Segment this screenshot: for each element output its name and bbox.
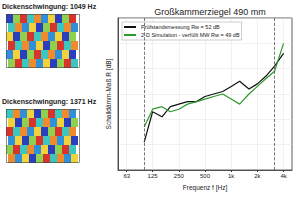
svg-text:Frequenz f [Hz]: Frequenz f [Hz]	[183, 184, 228, 192]
svg-text:2k: 2k	[254, 173, 261, 179]
svg-text:250: 250	[174, 173, 185, 179]
svg-text:2-D Simulation - verfüllt MW R: 2-D Simulation - verfüllt MW Rw = 49 dB	[141, 32, 240, 38]
svg-text:63: 63	[123, 173, 130, 179]
svg-text:500: 500	[200, 173, 211, 179]
html-text:Dickenschwingung: 1049 Hz: Dickenschwingung: 1049 Hz	[2, 3, 97, 10]
svg-text:4k: 4k	[280, 173, 287, 179]
svg-text:125: 125	[148, 173, 159, 179]
svg-text:Großkammerziegel 490 mm: Großkammerziegel 490 mm	[154, 7, 266, 17]
svg-text:Schalldämm-Maß R [dB]: Schalldämm-Maß R [dB]	[105, 58, 113, 129]
html-text:Dickenschwingung: 1371 Hz: Dickenschwingung: 1371 Hz	[2, 98, 97, 105]
svg-text:1k: 1k	[228, 173, 235, 179]
svg-text:Prüfstandsmessung Rw = 52 dB: Prüfstandsmessung Rw = 52 dB	[141, 24, 220, 30]
